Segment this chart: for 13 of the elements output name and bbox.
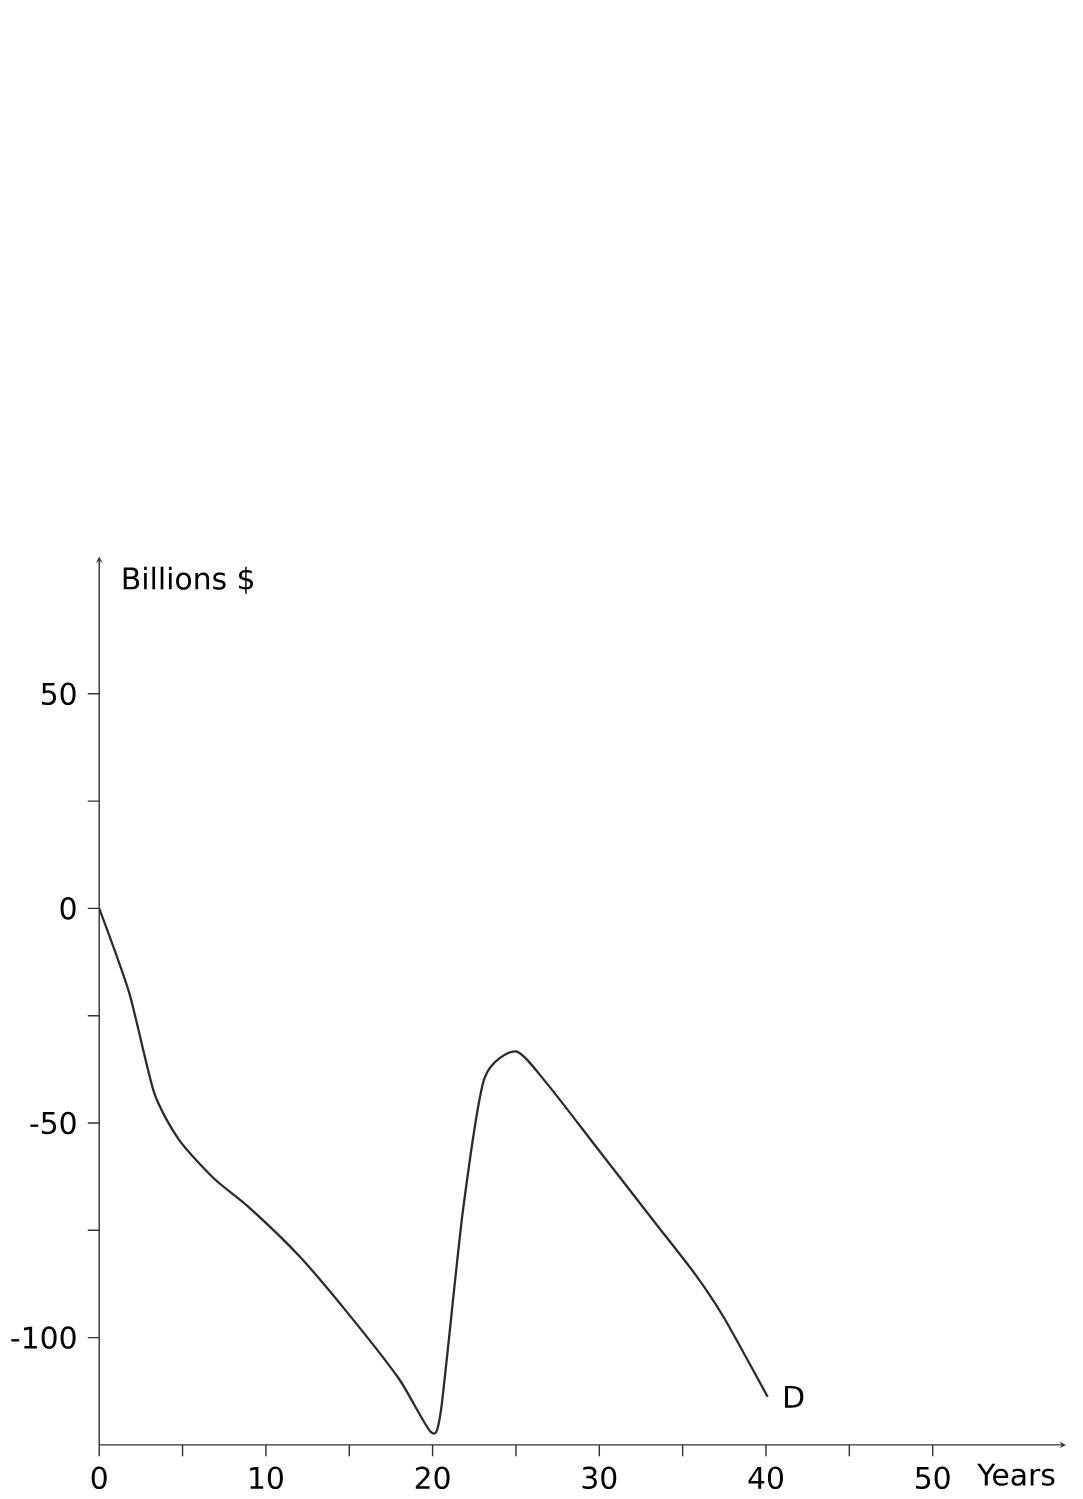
x-tick-label: 40 xyxy=(748,1466,783,1490)
x-tick-label: 50 xyxy=(915,1466,950,1490)
y-tick-label: -100 xyxy=(11,1326,76,1349)
y-axis-title: Billions $ xyxy=(123,566,253,594)
y-tick-label: 0 xyxy=(60,897,76,920)
annotation: D xyxy=(785,1385,804,1408)
x-tick-label: 0 xyxy=(91,1466,107,1490)
x-tick-label: 30 xyxy=(582,1466,617,1490)
x-axis-title: Years xyxy=(977,1463,1055,1486)
x-tick-label: 20 xyxy=(415,1466,450,1490)
y-tick-label: 50 xyxy=(41,682,76,706)
x-tick-label: 10 xyxy=(250,1466,283,1490)
y-tick-label: -50 xyxy=(30,1111,76,1135)
